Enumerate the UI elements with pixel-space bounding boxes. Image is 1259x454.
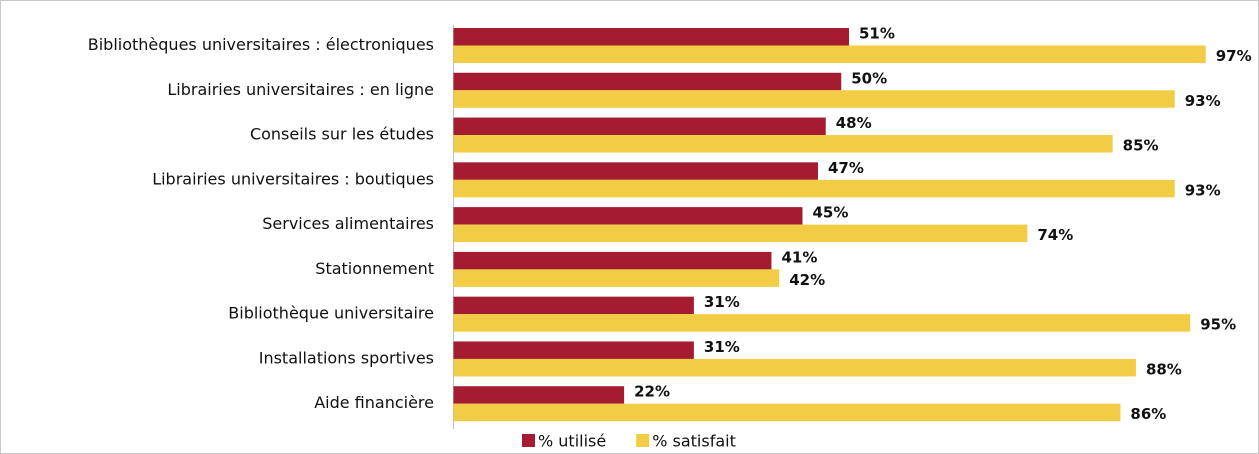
value-label: 88% xyxy=(1146,360,1182,378)
bar xyxy=(453,358,1136,377)
bar xyxy=(453,117,826,136)
legend-swatch xyxy=(636,434,650,447)
value-label: 85% xyxy=(1123,137,1159,155)
value-label: 93% xyxy=(1185,92,1221,110)
category-label: Services alimentaires xyxy=(262,214,434,233)
bar xyxy=(453,251,772,270)
legend-swatch xyxy=(522,434,535,447)
bar xyxy=(453,386,625,404)
bar xyxy=(453,72,842,91)
bar xyxy=(453,224,1028,243)
bar xyxy=(453,179,1175,198)
value-label: 86% xyxy=(1130,405,1166,423)
value-label: 97% xyxy=(1216,47,1252,65)
category-label: Installations sportives xyxy=(259,348,434,367)
category-label: Stationnement xyxy=(315,259,434,278)
bar xyxy=(453,28,850,46)
bar xyxy=(453,314,1191,332)
bar xyxy=(453,207,803,225)
category-label: Aide financière xyxy=(314,393,434,412)
value-label: 45% xyxy=(812,204,848,222)
value-label: 93% xyxy=(1185,181,1221,199)
bar xyxy=(453,162,818,180)
bar xyxy=(453,90,1175,108)
value-label: 51% xyxy=(859,25,895,43)
value-label: 95% xyxy=(1200,316,1236,334)
bar xyxy=(453,269,780,287)
category-label: Bibliothèques universitaires : électroni… xyxy=(88,35,434,54)
bar xyxy=(453,341,694,359)
category-label: Bibliothèque universitaire xyxy=(228,304,434,323)
bar xyxy=(453,135,1113,153)
value-label: 48% xyxy=(836,114,872,132)
value-label: 41% xyxy=(781,248,817,266)
bar xyxy=(453,403,1121,422)
legend-label: % satisfait xyxy=(652,432,736,451)
bar xyxy=(453,45,1206,63)
value-label: 42% xyxy=(789,271,825,289)
value-label: 31% xyxy=(704,293,740,311)
category-label: Librairies universitaires : boutiques xyxy=(152,169,434,188)
value-label: 31% xyxy=(704,338,740,356)
bar xyxy=(453,296,694,315)
category-label: Conseils sur les études xyxy=(250,125,434,144)
value-label: 47% xyxy=(828,159,864,177)
legend-label: % utilisé xyxy=(538,432,606,451)
value-label: 74% xyxy=(1037,226,1073,244)
value-label: 50% xyxy=(851,69,887,87)
category-label: Librairies universitaires : en ligne xyxy=(167,80,434,99)
value-label: 22% xyxy=(634,383,670,401)
